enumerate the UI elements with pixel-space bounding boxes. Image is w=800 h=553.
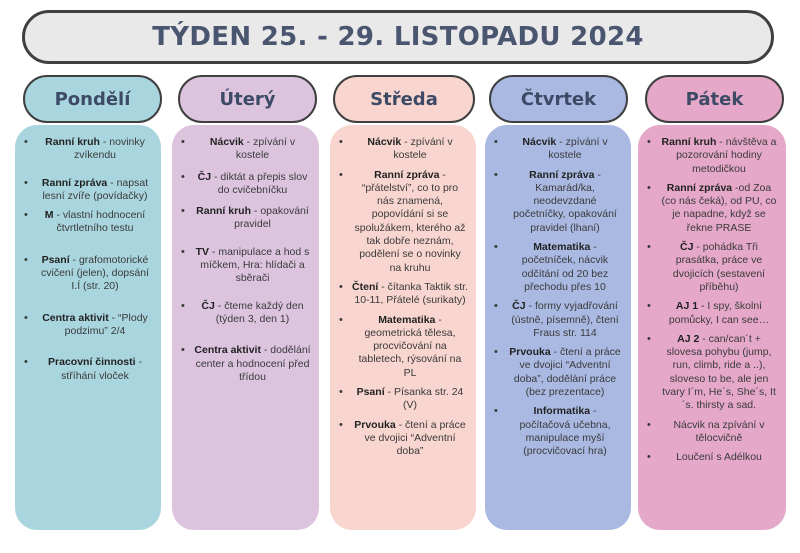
activity-list: • Nácvik - zpívání v kostele • ČJ - diktát… [180, 136, 311, 384]
list-item: • ČJ - čteme každý den (týden 3, den 1) [181, 299, 304, 325]
day-header-friday: Pátek [645, 75, 784, 123]
day-column-friday: • Ranní kruh - návštěva a pozorování hodi… [638, 125, 786, 530]
list-item: • Matematika - početníček, nácvik odčítán… [494, 241, 609, 293]
day-column-wednesday: • Nácvik - zpívání v kostele • Ranní zpráv… [330, 125, 476, 530]
list-item: • Ranní kruh - návštěva a pozorování hodi… [647, 136, 777, 175]
list-item: • AJ 1 - I spy, školní pomůcky, I can see… [647, 300, 770, 326]
day-header-wednesday: Středa [333, 75, 475, 123]
day-column-tuesday: • Nácvik - zpívání v kostele • ČJ - diktát… [172, 125, 319, 530]
list-item: • AJ 2 - can/can´t + slovesa pohybu (jump… [647, 332, 776, 412]
list-item: • ČJ - pohádka Tři prasátka, práce ve dvo… [647, 241, 766, 293]
day-header-tuesday: Úterý [178, 75, 317, 123]
page-title: TÝDEN 25. - 29. LISTOPADU 2024 [152, 22, 644, 52]
activity-list: • Ranní kruh - návštěva a pozorování hodi… [646, 136, 778, 465]
day-name: Čtvrtek [520, 88, 597, 110]
day-name: Pátek [685, 88, 744, 110]
day-column-thursday: • Nácvik - zpívání v kostele • Ranní zpráv… [485, 125, 631, 530]
list-item: • Ranní kruh - opakování pravidel [181, 205, 309, 231]
list-item: • Ranní zpráva - napsat lesní zvíře (poví… [24, 176, 149, 202]
title-banner: TÝDEN 25. - 29. LISTOPADU 2024 [22, 10, 774, 64]
activity-list: • Nácvik - zpívání v kostele • Ranní zpráv… [493, 136, 623, 459]
list-item: • Centra aktivit - dodělání center a hodn… [181, 344, 311, 383]
list-item: • Nácvik na zpívání v tělocvičně [647, 418, 765, 444]
day-name: Středa [370, 88, 438, 110]
day-name: Úterý [219, 88, 276, 110]
activity-list: • Ranní kruh - novinky zvíkendu • Ranní zp… [23, 136, 153, 383]
list-item: • Centra aktivit - “Plody podzimu” 2/4 [24, 311, 148, 337]
list-item: • Nácvik - zpívání v kostele [181, 136, 296, 162]
day-name: Pondělí [54, 88, 131, 110]
list-item: • Psaní - Písanka str. 24 (V) [339, 386, 464, 412]
list-item: • Matematika - geometrická tělesa, procvi… [339, 313, 462, 379]
day-header-thursday: Čtvrtek [489, 75, 628, 123]
list-item: • Loučení s Adélkou [647, 451, 762, 464]
list-item: • Nácvik - zpívání v kostele [494, 136, 608, 162]
list-item: • Ranní zpráva - “přátelství”, co to pro … [339, 168, 466, 274]
list-item: • Ranní zpráva -od Zoa (co nás čeká), od … [647, 181, 777, 234]
list-item: • TV - manipulace a hod s míčkem, Hra: hl… [181, 245, 310, 285]
day-column-monday: • Ranní kruh - novinky zvíkendu • Ranní zp… [15, 125, 161, 530]
list-item: • Ranní kruh - novinky zvíkendu [24, 136, 145, 162]
list-item: • ČJ - formy vyjadřování (ústně, písemně)… [494, 300, 619, 339]
activity-list: • Nácvik - zpívání v kostele • Ranní zpráv… [338, 136, 468, 459]
list-item: • Nácvik - zpívání v kostele [339, 136, 453, 162]
list-item: • Prvouka - čtení a práce ve dvojici “Adv… [339, 418, 466, 458]
day-header-monday: Pondělí [23, 75, 162, 123]
list-item: • Psaní - grafomotorické cvičení (jelen),… [24, 253, 149, 293]
list-item: • Informatika - počítačová učebna, manipu… [494, 405, 611, 458]
list-item: • Pracovní činnosti - stříhání vloček [24, 356, 142, 382]
list-item: • Čtení - čítanka Taktik str. 10-11, Přát… [339, 280, 468, 307]
list-item: • Ranní zpráva - Kamarád/ka, neodevzdané … [494, 168, 617, 234]
list-item: • Prvouka - čtení a práce ve dvojici “Adv… [494, 346, 621, 399]
list-item: • ČJ - diktát a přepis slov do cvičebníčk… [181, 170, 308, 196]
list-item: • M - vlastní hodnocení čtvrtletního test… [24, 209, 146, 235]
